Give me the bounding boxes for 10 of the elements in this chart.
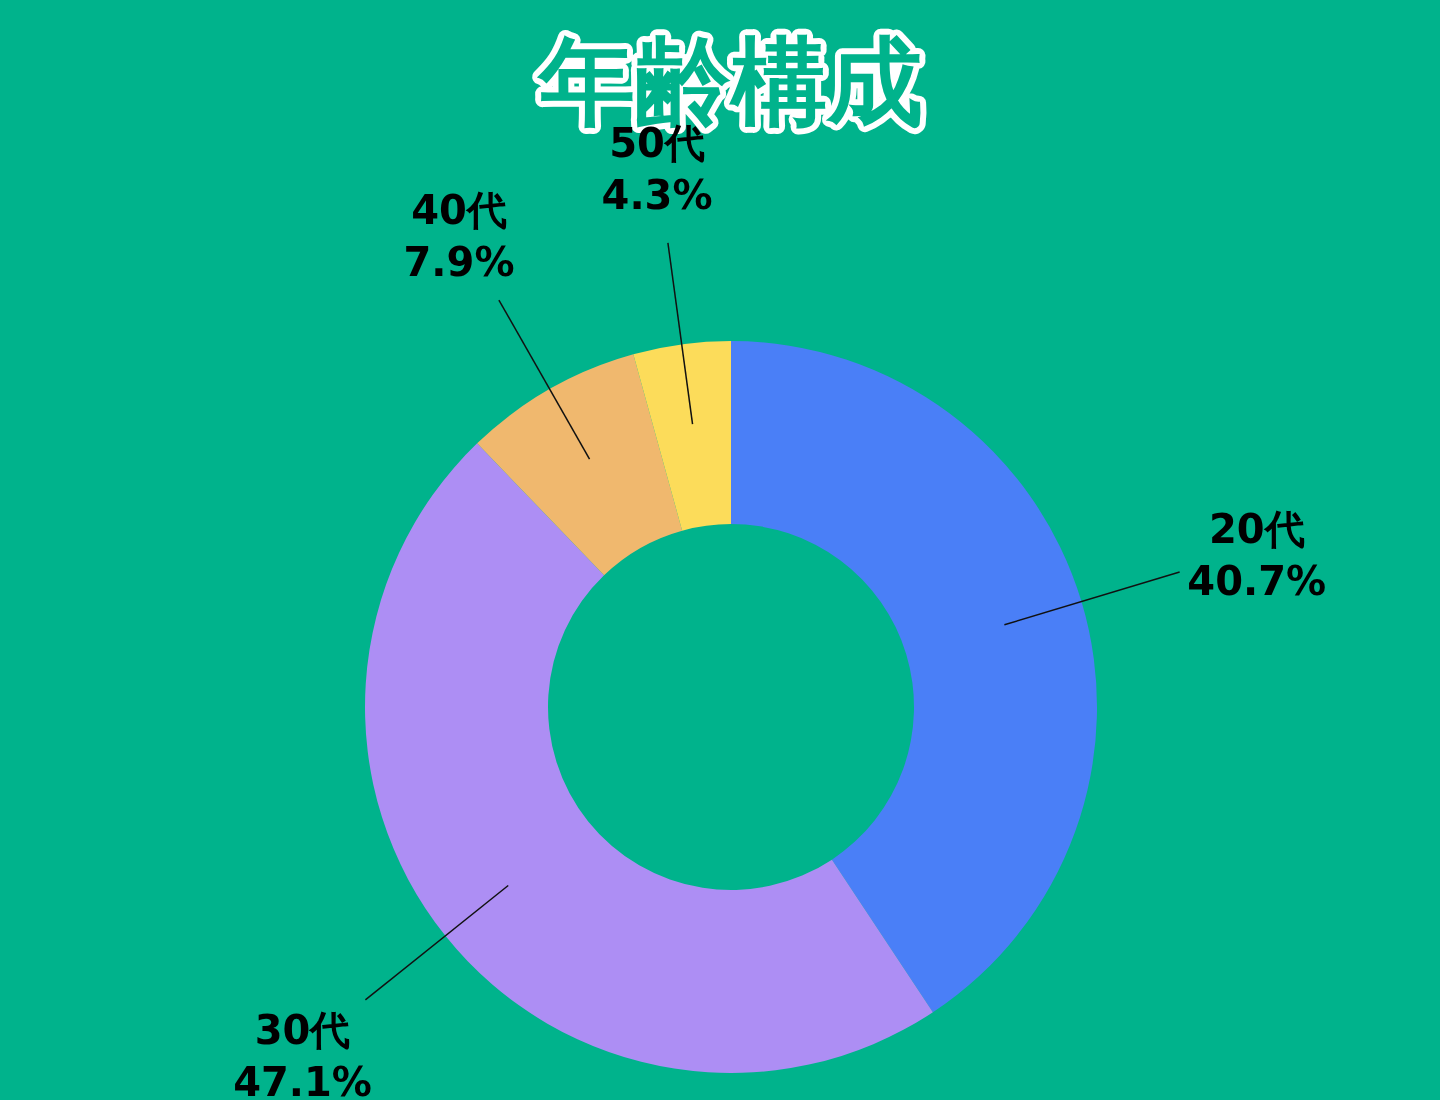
data-label: 7.9% bbox=[403, 239, 515, 286]
donut-slice bbox=[477, 354, 683, 576]
data-label: 40.7% bbox=[1187, 557, 1327, 604]
donut-slice bbox=[633, 341, 731, 531]
slice-label: 40代 bbox=[411, 187, 507, 234]
slice-label: 30代 bbox=[254, 1007, 351, 1054]
data-label: 47.1% bbox=[233, 1059, 372, 1106]
slice-label: 20代 bbox=[1208, 505, 1305, 552]
data-label: 4.3% bbox=[601, 172, 713, 218]
donut-slice bbox=[731, 341, 1097, 1013]
